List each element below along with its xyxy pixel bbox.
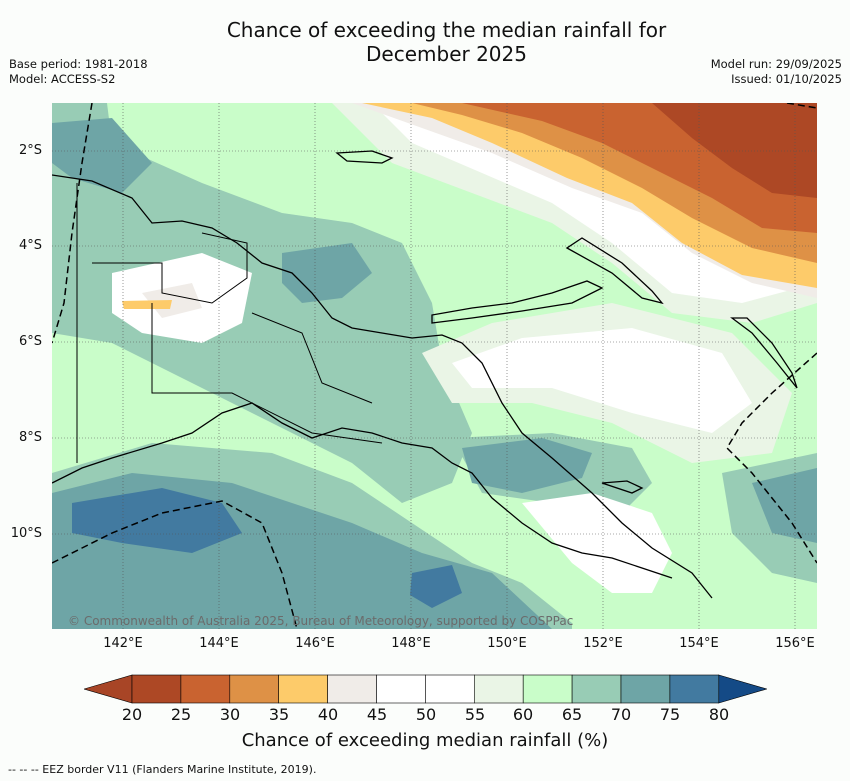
new-ireland xyxy=(565,237,664,305)
zone-70-west xyxy=(52,103,472,503)
zone-45-west xyxy=(142,283,202,318)
borders xyxy=(76,183,383,463)
chart-title: Chance of exceeding the median rainfall … xyxy=(0,18,850,66)
colorbar-tick-35: 35 xyxy=(268,705,290,724)
eez-footnote: -- -- -- EEZ border V11 (Flanders Marine… xyxy=(8,763,317,776)
colorbar-extension-low xyxy=(84,674,133,704)
colorbar-tick-55: 55 xyxy=(464,705,486,724)
lon-tick-142e: 142°E xyxy=(103,636,143,651)
zone-50-southeast xyxy=(522,493,672,593)
bougainville xyxy=(730,317,798,389)
zone-25-northeast xyxy=(652,103,817,198)
zone-75-east xyxy=(752,468,817,543)
colorbar-segment xyxy=(473,674,524,704)
colorbar-tick-50: 50 xyxy=(415,705,437,724)
eez-borders xyxy=(52,103,817,629)
colorbar-tick-80: 80 xyxy=(708,705,730,724)
colorbar-tick-30: 30 xyxy=(219,705,241,724)
zone-80-southwest xyxy=(72,488,242,553)
metadata-left: Base period: 1981-2018 Model: ACCESS-S2 xyxy=(9,57,148,87)
colorbar-segment xyxy=(425,674,475,704)
lat-tick-10s: 10°S xyxy=(10,526,42,541)
lon-tick-156e: 156°E xyxy=(775,636,815,651)
colorbar-tick-75: 75 xyxy=(659,705,681,724)
lat-tick-6s: 6°S xyxy=(18,334,42,349)
colorbar-tick-25: 25 xyxy=(170,705,192,724)
colorbar-tick-70: 70 xyxy=(610,705,632,724)
model-name: Model: ACCESS-S2 xyxy=(9,72,116,86)
lon-tick-154e: 154°E xyxy=(679,636,719,651)
colorbar-segment xyxy=(131,674,182,704)
zone-75-east-central xyxy=(462,438,592,493)
issued-date: Issued: 01/10/2025 xyxy=(731,72,842,86)
coastlines xyxy=(52,150,798,599)
lon-tick-144e: 144°E xyxy=(199,636,239,651)
colorbar-segment xyxy=(522,674,573,704)
rainfall-map xyxy=(52,103,817,629)
colorbar-segment xyxy=(669,674,720,704)
lat-tick-8s: 8°S xyxy=(18,430,42,445)
lat-tick-2s: 2°S xyxy=(18,143,42,158)
colorbar-tick-45: 45 xyxy=(366,705,388,724)
colorbar-segment xyxy=(327,674,377,704)
title-line-1: Chance of exceeding the median rainfall … xyxy=(226,18,667,42)
colorbar-tick-40: 40 xyxy=(317,705,339,724)
new-guinea-north-coast xyxy=(52,174,713,599)
zone-75-central xyxy=(282,243,372,303)
zone-50-east xyxy=(452,328,752,433)
lon-tick-152e: 152°E xyxy=(583,636,623,651)
colorbar-tick-60: 60 xyxy=(512,705,534,724)
new-guinea-south-coast xyxy=(52,402,673,579)
colorbar-segment xyxy=(229,674,280,704)
base-period: Base period: 1981-2018 xyxy=(9,57,148,71)
kitava-islands xyxy=(601,480,644,494)
colorbar-segment xyxy=(180,674,231,704)
new-britain xyxy=(431,280,604,324)
lon-tick-150e: 150°E xyxy=(487,636,527,651)
colorbar-extension-high xyxy=(718,674,767,704)
zone-75-north xyxy=(52,118,152,193)
model-run: Model run: 29/09/2025 xyxy=(710,57,842,71)
gridlines xyxy=(52,103,817,629)
colorbar xyxy=(84,674,767,704)
colorbar-segment xyxy=(571,674,622,704)
colorbar-tick-65: 65 xyxy=(561,705,583,724)
admiralty-islands xyxy=(335,150,394,164)
zone-80-south xyxy=(410,565,462,608)
lon-tick-146e: 146°E xyxy=(295,636,335,651)
copyright-notice: © Commonwealth of Australia 2025, Bureau… xyxy=(68,614,574,628)
colorbar-segment xyxy=(620,674,671,704)
zone-35-west xyxy=(122,300,172,309)
colorbar-tick-20: 20 xyxy=(121,705,143,724)
lon-tick-148e: 148°E xyxy=(391,636,431,651)
colorbar-label: Chance of exceeding median rainfall (%) xyxy=(241,730,609,751)
lat-tick-4s: 4°S xyxy=(18,238,42,253)
colorbar-segment xyxy=(376,674,426,704)
metadata-right: Model run: 29/09/2025 Issued: 01/10/2025 xyxy=(711,57,842,87)
colorbar-segment xyxy=(278,674,328,704)
title-line-2: December 2025 xyxy=(366,42,527,66)
